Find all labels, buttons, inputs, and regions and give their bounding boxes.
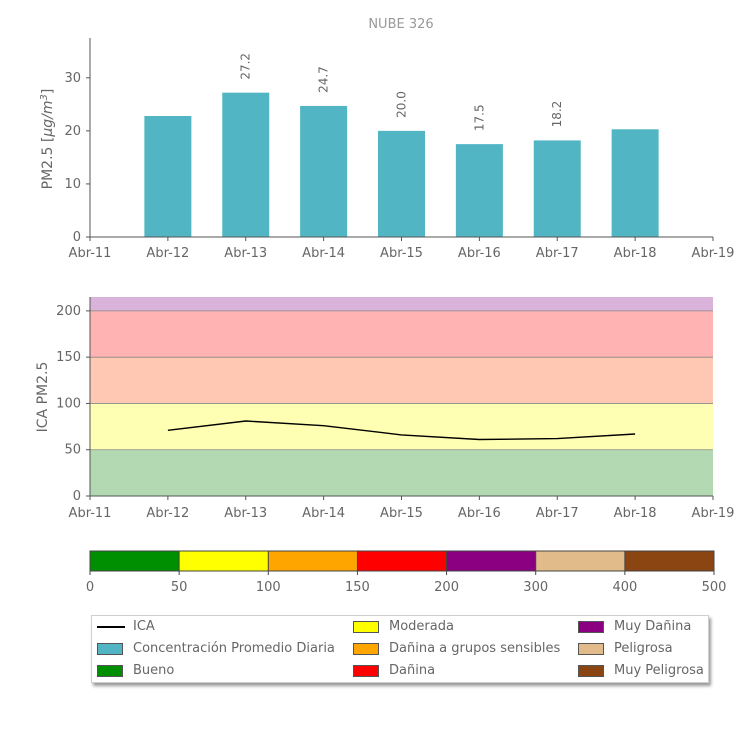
ica-ytick-50: 50: [64, 443, 81, 458]
chart-title: NUBE 326: [368, 17, 433, 32]
bar-label-abr-13: 27.2: [239, 53, 253, 80]
bar-xtick-abr-11: Abr-11: [69, 246, 112, 261]
bar-ytick-0: 0: [73, 230, 81, 245]
colorbar-segment-3: [357, 551, 447, 571]
ylabel-exponent: 3: [39, 94, 50, 100]
bar-chart-ylabel: PM2.5 [μg/m3]: [39, 89, 57, 190]
bar-xtick-abr-19: Abr-19: [692, 246, 735, 261]
bar-xtick-abr-15: Abr-15: [380, 246, 423, 261]
legend-swatch: [578, 665, 604, 677]
bar-xtick-abr-18: Abr-18: [614, 246, 657, 261]
legend-label: Dañina a grupos sensibles: [389, 641, 561, 656]
bar-ytick-30: 30: [64, 71, 81, 86]
bar-xtick-abr-14: Abr-14: [302, 246, 345, 261]
legend-label: Moderada: [389, 619, 454, 634]
legend-swatch: [97, 665, 123, 677]
ica-ytick-100: 100: [56, 396, 81, 411]
bar-abr-13: [222, 92, 270, 238]
bar-abr-15: [378, 130, 425, 237]
colorbar: 0 50 100 150 200 300 400 500: [86, 550, 727, 595]
bar-label-abr-14: 24.7: [317, 66, 331, 93]
legend-swatch: [578, 621, 604, 633]
ica-band-3: [90, 310, 713, 358]
bar-label-abr-15: 20.0: [395, 91, 409, 118]
bar-xtick-abr-16: Abr-16: [458, 246, 501, 261]
legend-label: ICA: [133, 619, 155, 634]
ica-chart: 0 50 100 150 200 Abr-11 Abr-12 Abr-13 Abr-14 Abr-…: [56, 297, 734, 521]
bar-label-abr-16: 17.5: [472, 104, 486, 131]
bar-abr-18: [611, 129, 659, 237]
ica-xtick-abr-15: Abr-15: [380, 506, 423, 521]
bar-abr-16: [455, 144, 503, 237]
ica-xtick-abr-17: Abr-17: [536, 506, 579, 521]
bar-abr-17: [533, 140, 581, 237]
legend-label: Muy Peligrosa: [614, 663, 704, 678]
legend-label: Concentración Promedio Diaria: [133, 641, 335, 656]
colorbar-segment-2: [268, 551, 358, 571]
bar-ytick-20: 20: [64, 124, 81, 139]
colorbar-tick-500: 500: [702, 580, 727, 595]
legend-label: Bueno: [133, 663, 175, 678]
legend-swatch: [97, 643, 123, 655]
legend-swatch: [97, 626, 125, 628]
ica-xtick-abr-12: Abr-12: [146, 506, 189, 521]
ica-ytick-0: 0: [73, 489, 81, 504]
legend-swatch: [353, 665, 379, 677]
ica-xtick-abr-11: Abr-11: [69, 506, 112, 521]
colorbar-segment-5: [535, 551, 625, 571]
legend-label: Peligrosa: [614, 641, 673, 656]
colorbar-segment-4: [446, 551, 536, 571]
ylabel-main: PM2.5 [: [40, 137, 56, 190]
ica-ytick-150: 150: [56, 350, 81, 365]
legend-swatch: [353, 643, 379, 655]
bar-label-abr-17: 18.2: [550, 101, 564, 128]
legend-swatch: [353, 621, 379, 633]
colorbar-tick-0: 0: [86, 580, 94, 595]
colorbar-tick-150: 150: [345, 580, 370, 595]
ica-xtick-abr-19: Abr-19: [692, 506, 735, 521]
bar-ytick-10: 10: [64, 177, 81, 192]
ica-xtick-abr-18: Abr-18: [614, 506, 657, 521]
legend-label: Dañina: [389, 663, 436, 678]
ica-band-1: [90, 403, 713, 450]
colorbar-segment-0: [90, 551, 180, 571]
ica-xtick-abr-13: Abr-13: [224, 506, 267, 521]
colorbar-tick-100: 100: [256, 580, 281, 595]
ica-xtick-abr-16: Abr-16: [458, 506, 501, 521]
ica-band-0: [90, 449, 713, 496]
ica-xtick-abr-14: Abr-14: [302, 506, 345, 521]
colorbar-tick-50: 50: [171, 580, 188, 595]
ica-band-4: [90, 297, 713, 311]
bar-abr-14: [300, 105, 348, 238]
bar-abr-12: [144, 116, 192, 237]
colorbar-segment-1: [179, 551, 269, 571]
bar-xtick-abr-17: Abr-17: [536, 246, 579, 261]
legend: ICA Concentración Promedio Diaria Bueno Mod…: [91, 615, 709, 683]
colorbar-tick-200: 200: [434, 580, 459, 595]
ica-ytick-200: 200: [56, 304, 81, 319]
ylabel-unit: μg/m: [40, 100, 56, 137]
ica-chart-ylabel: ICA PM2.5: [35, 362, 51, 433]
bar-xtick-abr-12: Abr-12: [146, 246, 189, 261]
legend-swatch: [578, 643, 604, 655]
bar-xtick-abr-13: Abr-13: [224, 246, 267, 261]
colorbar-tick-300: 300: [523, 580, 548, 595]
legend-label: Muy Dañina: [614, 619, 692, 634]
colorbar-segment-6: [624, 551, 714, 571]
bar-chart: 27.2 24.7 20.0 17.5 18.2 0 10 20 30 Abr-11 Abr-12 A…: [64, 38, 734, 261]
ica-band-2: [90, 357, 713, 404]
ica-line: [167, 420, 636, 441]
colorbar-tick-400: 400: [612, 580, 637, 595]
ylabel-close: ]: [40, 89, 56, 94]
